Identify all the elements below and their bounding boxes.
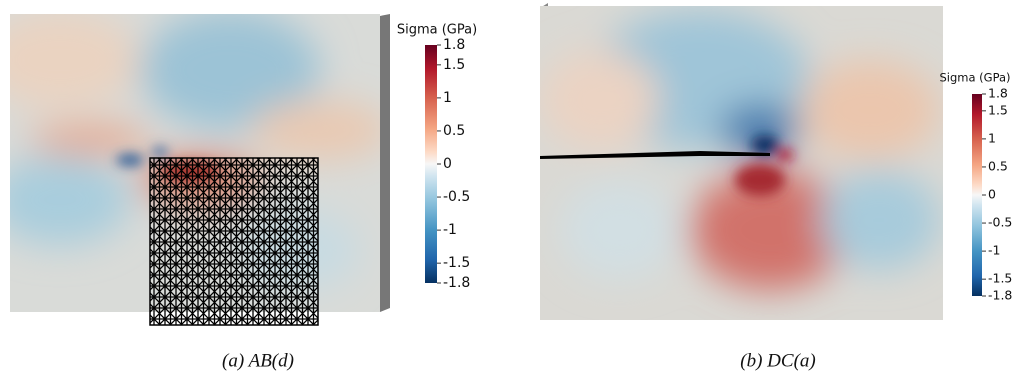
colorbar-tick-label: -1 (988, 243, 1000, 258)
caption: (a) AB(d) (222, 350, 294, 371)
colorbar (425, 45, 437, 283)
colorbar-tick-label: -1.8 (988, 288, 1012, 303)
colorbar-title: Sigma (GPa) (397, 23, 477, 38)
colorbar-tick-label: 1.5 (443, 57, 465, 73)
colorbar-tick-label: -1.5 (443, 255, 470, 271)
colorbar-tick-label: -1 (443, 222, 457, 238)
simulation-b (540, 3, 943, 320)
colorbar-tick-label: 1.8 (443, 37, 465, 53)
simulation-a (10, 14, 390, 326)
colorbar-tick-label: 1.8 (988, 86, 1008, 101)
colorbar-tick-label: 1 (988, 130, 996, 145)
colorbar-tick-label: -1.8 (443, 275, 470, 291)
colorbar-tick-label: 0.5 (443, 123, 465, 139)
colorbar-tick-label: -0.5 (443, 189, 470, 205)
colorbar-tick-label: 0 (988, 187, 996, 202)
colorbar (972, 94, 982, 296)
colorbar-tick-label: -1.5 (988, 271, 1012, 286)
colorbar-tick-label: 0.5 (988, 158, 1008, 173)
colorbar-tick-label: -0.5 (988, 215, 1012, 230)
caption: (b) DC(a) (740, 350, 815, 371)
colorbar-tick-label: 1.5 (988, 102, 1008, 117)
colorbar-tick-label: 0 (443, 156, 452, 172)
colorbar-tick-label: 1 (443, 90, 452, 106)
colorbar-title: Sigma (GPa) (939, 71, 1010, 85)
